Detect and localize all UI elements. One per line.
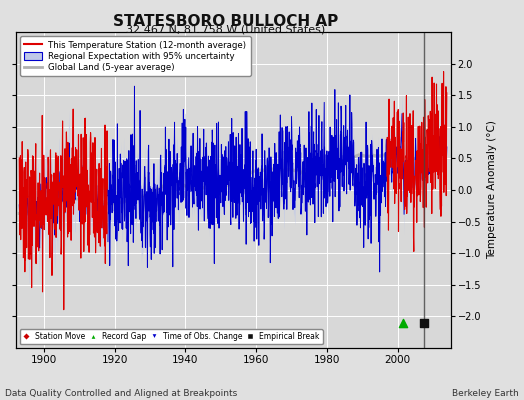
Text: Data Quality Controlled and Aligned at Breakpoints: Data Quality Controlled and Aligned at B… xyxy=(5,389,237,398)
Y-axis label: Temperature Anomaly (°C): Temperature Anomaly (°C) xyxy=(487,120,497,260)
Text: 32.467 N, 81.758 W (United States): 32.467 N, 81.758 W (United States) xyxy=(126,24,325,34)
Text: STATESBORO BULLOCH AP: STATESBORO BULLOCH AP xyxy=(113,14,338,29)
Point xyxy=(420,320,428,326)
Point xyxy=(399,320,407,326)
Legend: Station Move, Record Gap, Time of Obs. Change, Empirical Break: Station Move, Record Gap, Time of Obs. C… xyxy=(19,329,323,344)
Text: Berkeley Earth: Berkeley Earth xyxy=(452,389,519,398)
